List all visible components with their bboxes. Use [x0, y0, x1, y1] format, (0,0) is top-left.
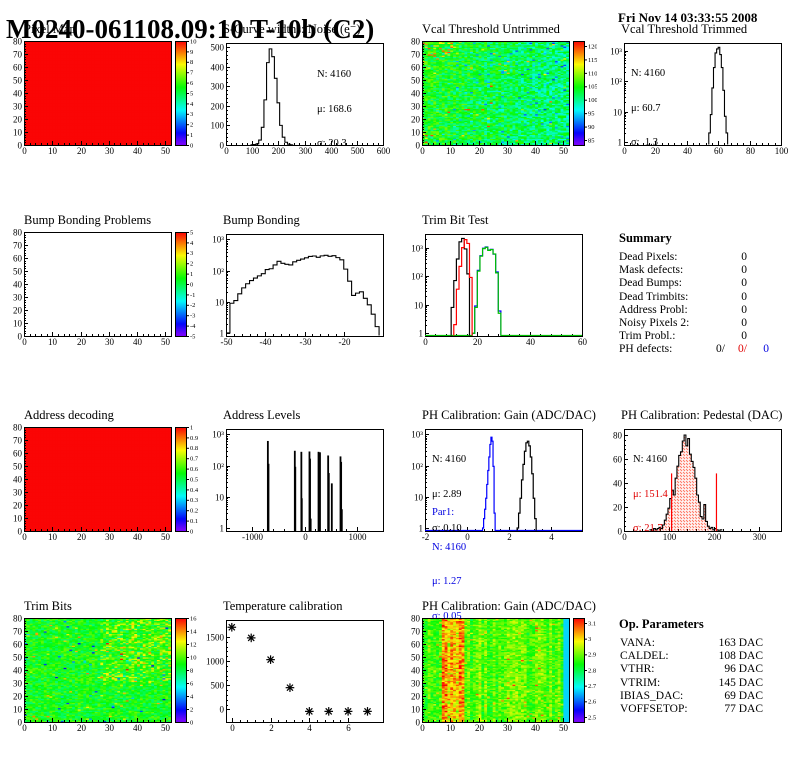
summary-row: Dead Bumps: 0 — [619, 277, 747, 290]
chart-title: Trim Bits — [24, 599, 72, 613]
chart-title: Address Levels — [223, 408, 301, 422]
summary-row: Address Probl: 0 — [619, 303, 747, 316]
chart-title: Bump Bonding — [223, 213, 300, 227]
chart-title: PH Calibration: Pedestal (DAC) — [621, 408, 783, 422]
vcal-threshold-trimmed-histogram — [597, 36, 796, 162]
panel-bump-bonding-problems: Bump Bonding Problems — [0, 213, 199, 373]
op-parameter-row: CALDEL: 108 DAC — [620, 650, 763, 663]
panel-scurve-noise: S-Curve widths: Noise (e⁻) N: 4160 μ: 16… — [199, 22, 398, 182]
panel-temperature-calibration: Temperature calibration — [199, 599, 398, 759]
ph-gain-histogram — [398, 422, 597, 548]
op-parameter-row: VTHR: 96 DAC — [620, 663, 763, 676]
summary-row: Mask defects: 0 — [619, 264, 747, 277]
op-parameter-row: IBIAS_DAC: 69 DAC — [620, 689, 763, 702]
panel-vcal-threshold-trimmed: Vcal Threshold Trimmed N: 4160 μ: 60.7 σ… — [597, 22, 796, 182]
address-levels-histogram — [199, 422, 398, 548]
summary-heading: Summary — [619, 231, 672, 245]
op-parameters-heading: Op. Parameters — [619, 617, 704, 631]
panel-vcal-threshold-untrimmed: Vcal Threshold Untrimmed — [398, 22, 597, 182]
op-parameter-row: VTRIM: 145 DAC — [620, 676, 763, 689]
op-parameter-row: VOFFSETOP: 77 DAC — [620, 703, 763, 716]
chart-title: Pixel Map — [24, 22, 76, 36]
stats-box: N: 4160 μ: 2.89 σ: 0.10 — [432, 454, 467, 534]
chart-title: PH Calibration: Gain (ADC/DAC) — [422, 599, 596, 613]
panel-ph-calibration-pedestal: PH Calibration: Pedestal (DAC) N: 4160 μ… — [597, 408, 796, 568]
chart-title: Vcal Threshold Untrimmed — [422, 22, 560, 36]
chart-title: Vcal Threshold Trimmed — [621, 22, 748, 36]
vcal-threshold-untrimmed-heatmap — [398, 36, 597, 162]
trim-bit-test-histogram — [398, 227, 597, 353]
summary-row: Dead Trimbits: 0 — [619, 290, 747, 303]
panel-trim-bit-test: Trim Bit Test — [398, 213, 597, 373]
timestamp: Fri Nov 14 03:33:55 2008 — [618, 10, 758, 25]
panel-address-decoding: Address decoding — [0, 408, 199, 568]
summary-row: Trim Probl.: 0 — [619, 330, 747, 343]
chart-title: Trim Bit Test — [422, 213, 489, 227]
stats-box: N: 4160 μ: 168.6 σ: 20.3 — [317, 69, 352, 149]
bump-bonding-histogram — [199, 227, 398, 353]
panel-address-levels: Address Levels — [199, 408, 398, 568]
scurve-noise-histogram — [199, 36, 398, 162]
panel-pixel-map: Pixel Map — [0, 22, 199, 182]
summary-panel: Summary Dead Pixels: 0 Mask defects: 0 Dea… — [597, 231, 796, 357]
panel-trim-bits: Trim Bits — [0, 599, 199, 759]
summary-row: Dead Pixels: 0 — [619, 251, 747, 263]
address-decoding-heatmap — [0, 422, 199, 548]
panel-ph-calibration-gain-2d: PH Calibration: Gain (ADC/DAC) — [398, 599, 597, 759]
chart-title: PH Calibration: Gain (ADC/DAC) — [422, 408, 596, 422]
panel-bump-bonding: Bump Bonding — [199, 213, 398, 373]
pixel-map-heatmap — [0, 36, 199, 162]
temperature-calibration-scatter — [199, 613, 398, 739]
stats-box: N: 4160 μ: 151.4 σ: 21.7 — [633, 454, 668, 534]
bump-bonding-problems-heatmap — [0, 227, 199, 353]
chart-title: S-Curve widths: Noise (e⁻) — [223, 22, 361, 36]
trim-bits-heatmap — [0, 613, 199, 739]
summary-row: Noisy Pixels 2: 0 — [619, 317, 747, 330]
op-parameters-panel: Op. Parameters VANA: 163 DAC CALDEL: 108 D… — [597, 617, 796, 716]
chart-title: Temperature calibration — [223, 599, 343, 613]
ph-pedestal-histogram — [597, 422, 796, 548]
op-parameter-row: VANA: 163 DAC — [620, 637, 763, 649]
panel-ph-calibration-gain-1d: PH Calibration: Gain (ADC/DAC) N: 4160 μ… — [398, 408, 597, 622]
stats-box: N: 4160 μ: 60.7 σ: 1.3 — [631, 68, 666, 148]
chart-title: Bump Bonding Problems — [24, 213, 152, 227]
ph-gain-2d-heatmap — [398, 613, 597, 739]
summary-row-ph-defects: PH defects: 0/ 0/ 0 — [619, 343, 769, 356]
chart-title: Address decoding — [24, 408, 114, 422]
